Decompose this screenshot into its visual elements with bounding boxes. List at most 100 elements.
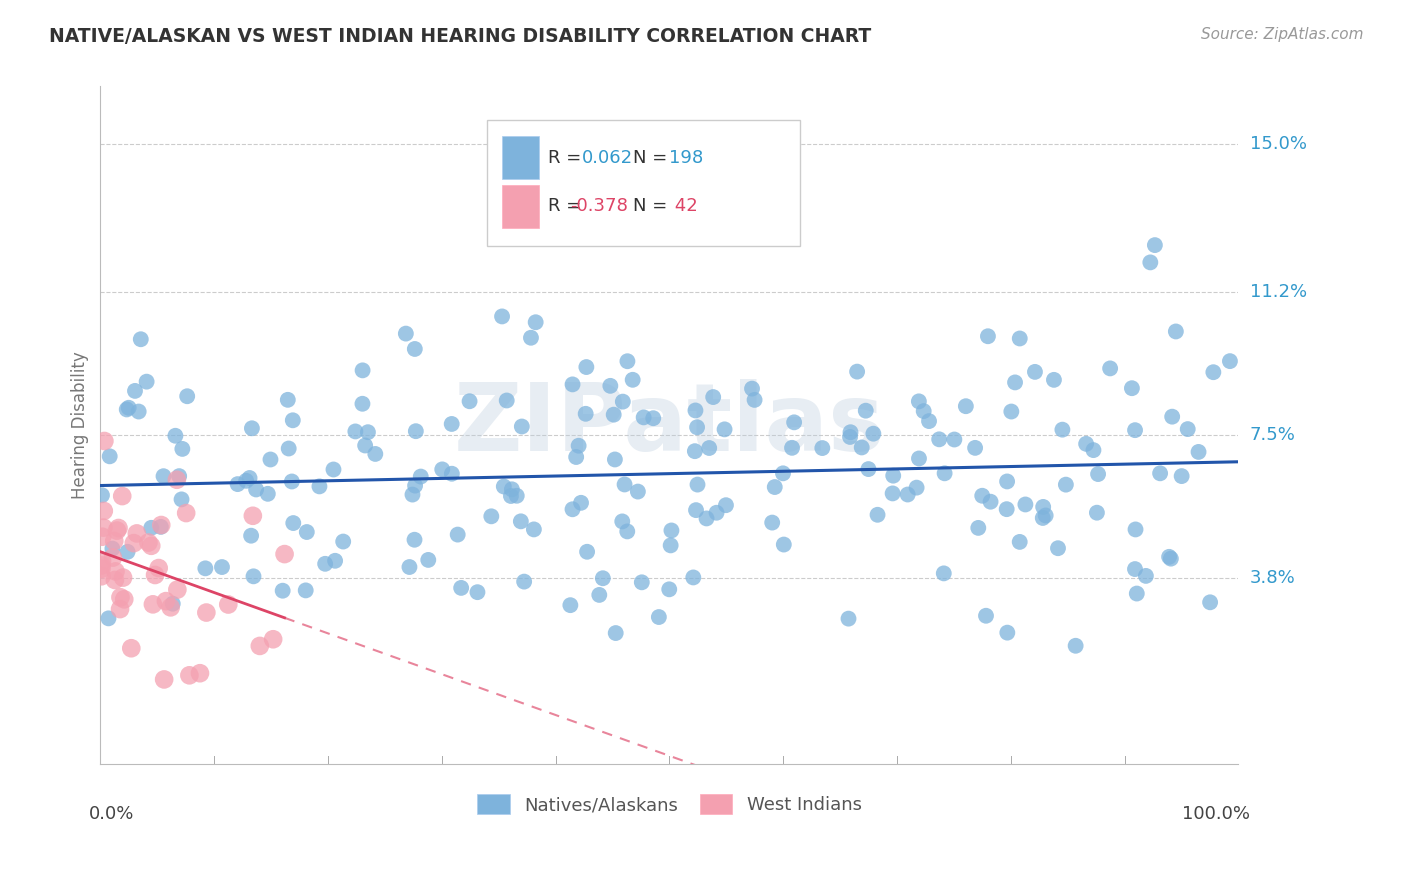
Point xyxy=(149,520,172,534)
Point xyxy=(479,509,502,524)
Text: 100.0%: 100.0% xyxy=(1182,805,1250,823)
Point xyxy=(1164,325,1187,339)
Point xyxy=(112,592,135,607)
Point xyxy=(352,363,374,377)
Text: N =: N = xyxy=(633,197,668,215)
Point xyxy=(1177,422,1199,436)
Point xyxy=(240,421,263,435)
Point xyxy=(357,425,380,440)
Point xyxy=(273,547,295,561)
Point xyxy=(404,533,426,547)
Point xyxy=(418,553,440,567)
Point xyxy=(395,326,418,341)
Point xyxy=(1000,404,1022,418)
Point xyxy=(162,597,184,611)
Point xyxy=(1202,365,1225,379)
Point xyxy=(509,514,531,528)
Text: 11.2%: 11.2% xyxy=(1250,283,1306,301)
Point xyxy=(1170,469,1192,483)
Point xyxy=(1074,437,1097,451)
Point xyxy=(93,504,115,518)
Point xyxy=(1008,535,1031,549)
Point xyxy=(658,582,681,597)
Point xyxy=(104,573,127,587)
Point xyxy=(603,452,626,467)
Point xyxy=(569,496,592,510)
Point xyxy=(91,554,114,568)
Point xyxy=(1083,443,1105,458)
Point xyxy=(124,384,146,398)
Point xyxy=(686,420,709,434)
Point xyxy=(128,404,150,418)
Point xyxy=(409,469,432,483)
Point xyxy=(837,612,859,626)
Point xyxy=(510,419,533,434)
Point xyxy=(702,390,724,404)
Point xyxy=(858,462,880,476)
Point xyxy=(1032,500,1054,514)
Point xyxy=(120,641,142,656)
Point xyxy=(90,558,112,573)
Point xyxy=(1043,373,1066,387)
Point xyxy=(685,503,707,517)
Point xyxy=(142,598,165,612)
Point xyxy=(575,359,598,374)
Text: R =: R = xyxy=(547,149,586,167)
Point xyxy=(294,583,316,598)
Point xyxy=(995,502,1018,516)
Point xyxy=(135,375,157,389)
Point xyxy=(271,583,294,598)
Point xyxy=(450,581,472,595)
Point xyxy=(685,403,707,417)
Text: 0.0%: 0.0% xyxy=(89,805,135,823)
Point xyxy=(226,477,249,491)
Point xyxy=(1052,423,1074,437)
Point xyxy=(249,639,271,653)
Point xyxy=(105,524,128,538)
Point xyxy=(513,574,536,589)
Point xyxy=(621,373,644,387)
Point xyxy=(499,489,522,503)
Point xyxy=(1149,467,1171,481)
Point xyxy=(588,588,610,602)
Point xyxy=(506,489,529,503)
Point xyxy=(344,425,367,439)
Point xyxy=(995,625,1018,640)
FancyBboxPatch shape xyxy=(502,185,538,228)
Text: N =: N = xyxy=(633,149,668,167)
Point xyxy=(524,315,547,329)
Point xyxy=(93,434,115,448)
Point xyxy=(627,484,650,499)
Point xyxy=(153,673,176,687)
Point xyxy=(633,410,655,425)
Text: 0.062: 0.062 xyxy=(582,149,633,167)
Point xyxy=(167,469,190,483)
Point xyxy=(179,668,201,682)
Point xyxy=(404,478,426,492)
Point xyxy=(612,515,634,529)
Point xyxy=(897,487,920,501)
Point xyxy=(170,492,193,507)
Point xyxy=(352,397,374,411)
Point xyxy=(928,433,950,447)
Point xyxy=(495,393,517,408)
Point xyxy=(240,529,263,543)
Point xyxy=(908,451,931,466)
Text: 198: 198 xyxy=(669,149,703,167)
Point xyxy=(174,506,197,520)
Point xyxy=(659,538,682,552)
Point xyxy=(1160,551,1182,566)
Point xyxy=(166,473,188,487)
Point xyxy=(110,591,132,605)
Point xyxy=(98,450,121,464)
Point xyxy=(561,502,583,516)
Point xyxy=(613,477,636,491)
Point xyxy=(281,475,304,489)
Point xyxy=(616,354,638,368)
Point xyxy=(176,389,198,403)
Point xyxy=(259,452,281,467)
Point xyxy=(1064,639,1087,653)
Point xyxy=(354,438,377,452)
Point xyxy=(1014,498,1036,512)
Point xyxy=(405,424,427,438)
